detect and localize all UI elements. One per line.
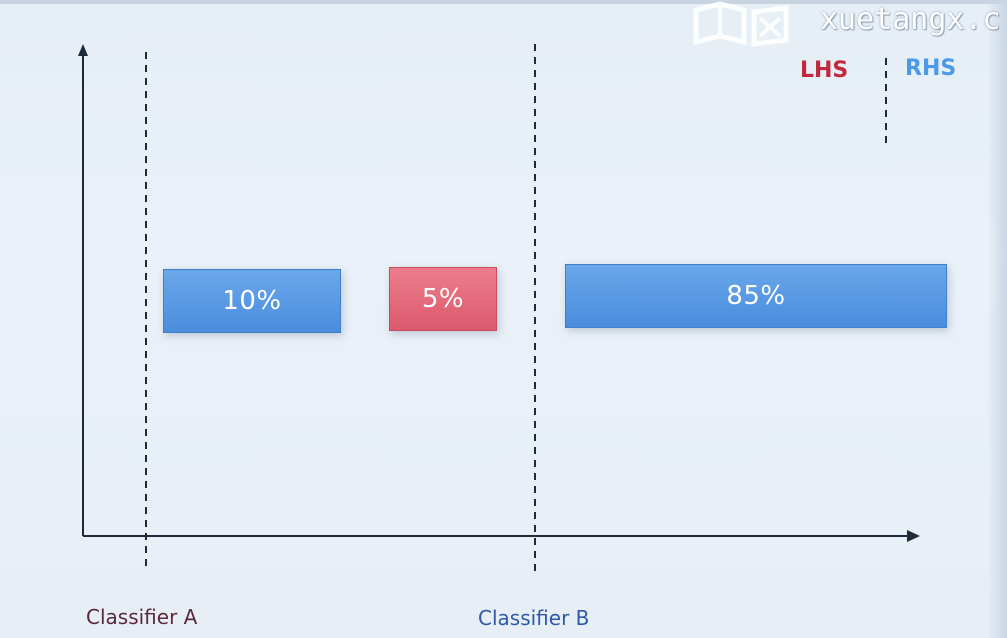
legend-lhs-label: LHS <box>800 58 849 83</box>
watermark-text: xuetangx.c <box>820 2 1001 37</box>
legend-rhs-label: RHS <box>905 56 957 81</box>
bar-rhs-10-percent: 10% <box>163 269 341 333</box>
right-edge <box>987 0 1007 638</box>
bar-lhs-5-percent: 5% <box>389 267 497 331</box>
classifier-b-label: Classifier B <box>478 606 590 630</box>
top-edge <box>0 0 1007 4</box>
xuetangx-logo-icon <box>693 1 789 47</box>
x-axis-arrow <box>907 530 920 542</box>
classifier-a-label: Classifier A <box>86 605 198 629</box>
y-axis-arrow <box>78 44 88 56</box>
bar-rhs-85-percent: 85% <box>565 264 947 328</box>
